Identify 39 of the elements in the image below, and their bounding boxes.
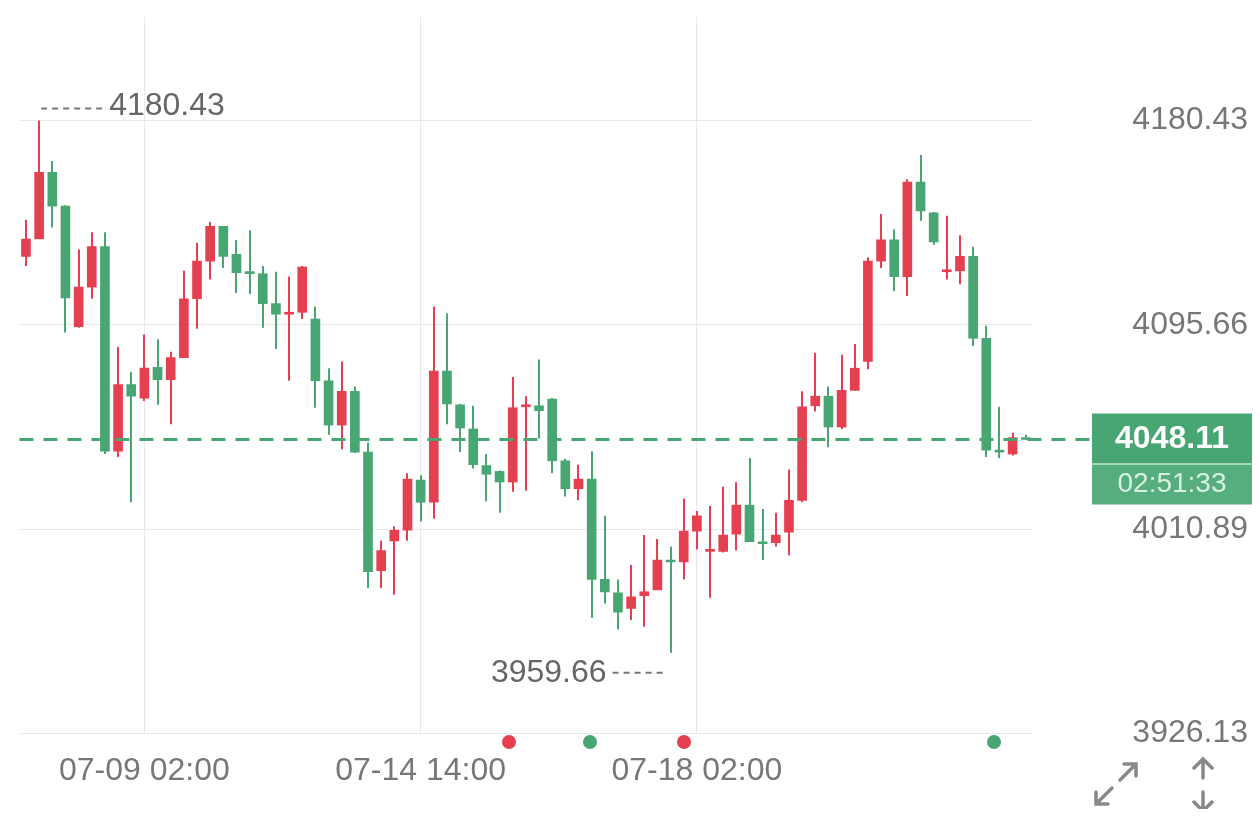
text: 02:51:33: [1117, 467, 1227, 499]
candlestick: [955, 234, 965, 286]
candlestick: [770, 511, 781, 548]
candlestick: [718, 485, 729, 554]
candlestick: [152, 338, 163, 406]
candlestick: [244, 229, 255, 295]
y-tick-label: 4010.89: [1132, 509, 1248, 546]
candlestick: [599, 514, 610, 605]
candlestick: [389, 525, 400, 596]
candlestick: [284, 275, 294, 382]
candlestick: [757, 507, 768, 562]
candlestick: [849, 343, 860, 392]
candlestick: [481, 453, 492, 503]
candlestick: [810, 351, 821, 413]
candlestick: [21, 218, 31, 267]
candlestick: [271, 270, 281, 350]
candlestick: [573, 463, 584, 502]
candlestick: [231, 238, 242, 294]
candlestick: [626, 563, 636, 621]
candlestick: [165, 350, 176, 426]
y-tick-label: 4180.43: [1132, 100, 1248, 137]
candlestick: [639, 534, 650, 628]
candlestick: [613, 578, 623, 631]
candlestick: [705, 505, 715, 599]
y-tick-label: 4095.66: [1132, 304, 1248, 341]
ref-line-label: 4048.11: [1115, 419, 1229, 456]
annotation: 4180.43: [109, 86, 225, 123]
candlestick: [494, 469, 505, 514]
x-tick-label: 07-18 02:00: [611, 750, 783, 787]
annotation: 3959.66: [490, 652, 607, 689]
candlestick: [376, 539, 387, 590]
candlestick: [521, 395, 531, 492]
candlestick: [692, 509, 702, 551]
candlestick: [941, 214, 952, 281]
candlestick: [876, 212, 886, 269]
x-tick-label: 07-14 14:00: [335, 750, 507, 787]
x-tick-label: 07-09 02:00: [58, 750, 230, 787]
y-tick-label: 3926.13: [1132, 713, 1248, 750]
candlestick: [415, 474, 426, 523]
